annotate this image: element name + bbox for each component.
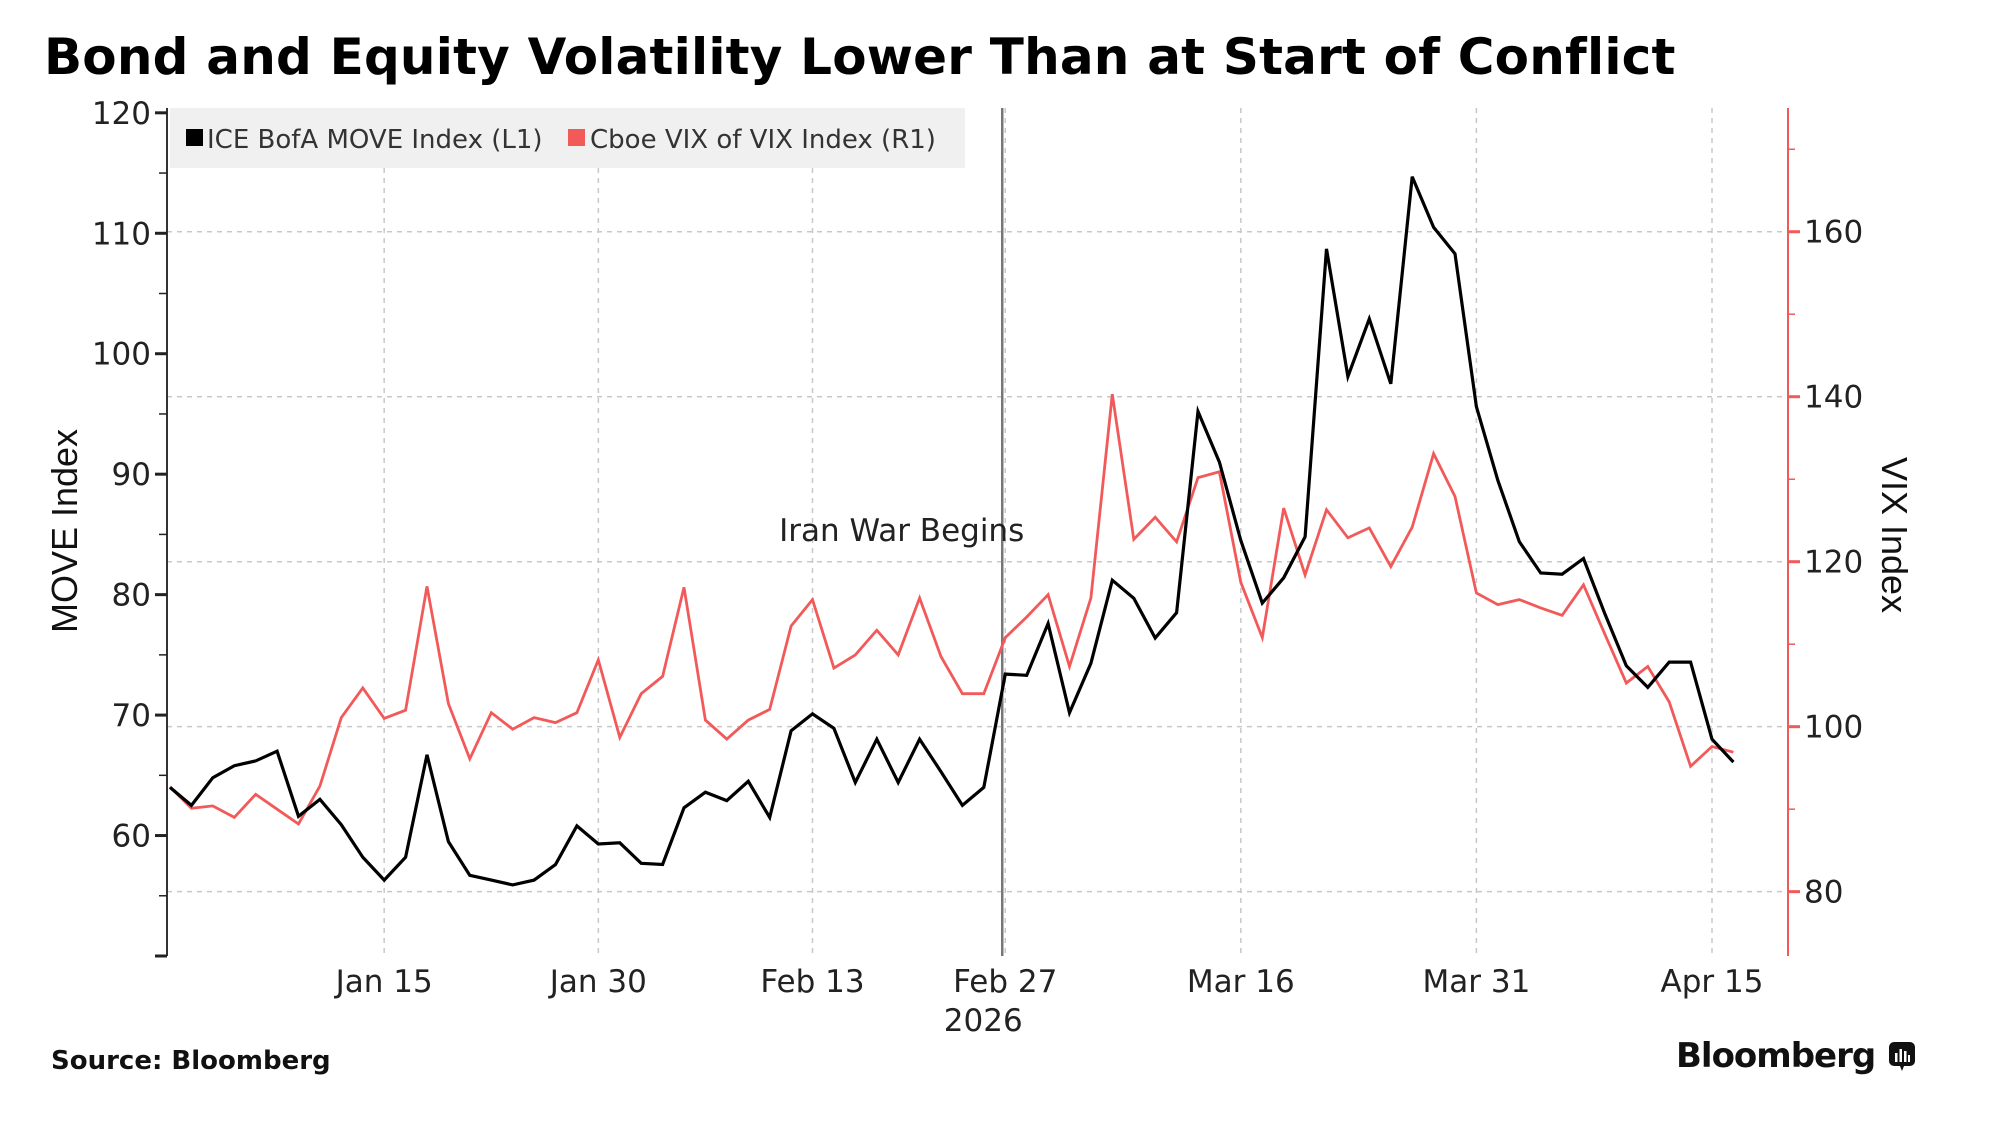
legend-swatch-vvix	[568, 129, 585, 146]
bloomberg-chart-icon	[1889, 1042, 1916, 1071]
x-tick-label: Jan 30	[548, 964, 647, 1000]
y-left-tick-label: 70	[112, 698, 151, 734]
y-left-tick-label: 80	[112, 578, 151, 614]
legend: ICE BofA MOVE Index (L1) Cboe VIX of VIX…	[170, 108, 965, 168]
y-left-tick-label: 60	[112, 819, 151, 855]
legend-label-vvix: Cboe VIX of VIX Index (R1)	[590, 125, 936, 155]
y-axis-right-title: VIX Index	[1874, 457, 1915, 613]
source-note: Source: Bloomberg	[51, 1046, 331, 1076]
series-line-move	[168, 176, 1735, 887]
series-points-vvix	[169, 394, 1734, 825]
x-tick-label: Apr 15	[1661, 964, 1764, 1000]
y-right-tick-label: 120	[1804, 545, 1863, 581]
axes: 60 70 80 90 100 110 120 80 100 120 140 160 Jan 15 Jan…	[92, 96, 1863, 1039]
x-tick-year-label: 2026	[944, 1003, 1023, 1039]
y-left-tick-label: 90	[112, 457, 151, 493]
x-tick-label: Mar 16	[1187, 964, 1295, 1000]
legend-background	[170, 108, 965, 168]
event-annotation: Iran War Begins	[779, 108, 1024, 956]
x-tick-label: Jan 15	[334, 964, 433, 1000]
series-points-move	[169, 176, 1734, 885]
y-right-tick-label: 100	[1804, 710, 1863, 746]
y-left-tick-label: 120	[92, 96, 151, 132]
y-right-tick-label: 160	[1804, 215, 1863, 251]
legend-label-move: ICE BofA MOVE Index (L1)	[207, 125, 543, 155]
brand-name: Bloomberg	[1676, 1036, 1876, 1076]
y-left-tick-label: 100	[92, 337, 151, 373]
x-tick-label: Feb 27	[953, 964, 1057, 1000]
legend-swatch-move	[186, 129, 203, 146]
gridlines	[167, 108, 1788, 956]
y-axis-left-title: MOVE Index	[44, 429, 85, 633]
series-line-vvix	[169, 393, 1734, 827]
chart-title: Bond and Equity Volatility Lower Than at…	[44, 28, 1676, 86]
event-label: Iran War Begins	[779, 513, 1024, 549]
y-right-tick-label: 140	[1804, 380, 1863, 416]
x-tick-label: Mar 31	[1423, 964, 1531, 1000]
y-right-tick-label: 80	[1804, 875, 1843, 911]
x-tick-label: Feb 13	[760, 964, 864, 1000]
bloomberg-logo: Bloomberg	[1676, 1036, 1916, 1076]
y-left-tick-label: 110	[92, 216, 151, 252]
series	[168, 176, 1735, 887]
